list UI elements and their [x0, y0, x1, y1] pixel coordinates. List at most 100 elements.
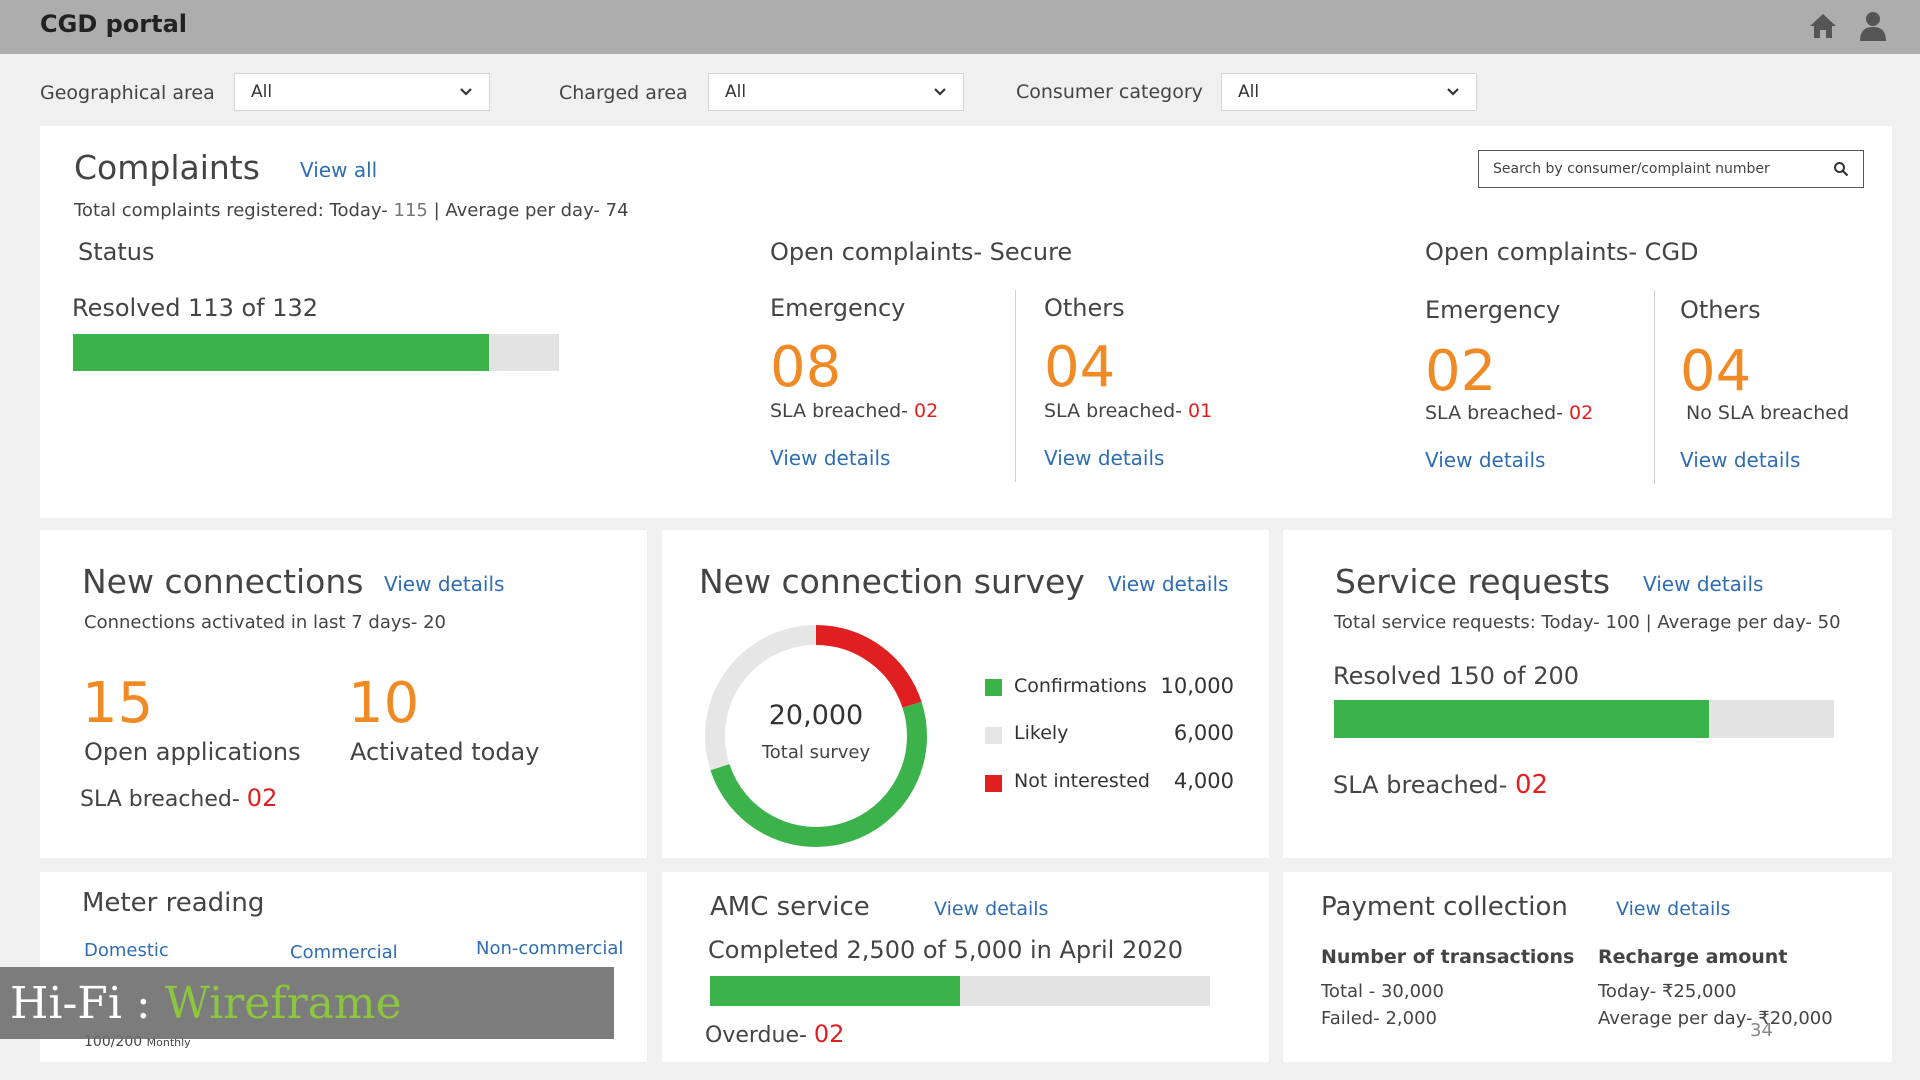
divider [1654, 290, 1655, 484]
secure-others-count: 04 [1044, 335, 1116, 400]
legend-label-likely: Likely [1014, 722, 1069, 744]
home-icon[interactable] [1808, 12, 1838, 40]
cgd-others-view-details-link[interactable]: View details [1680, 448, 1801, 472]
search-icon[interactable] [1833, 161, 1849, 177]
select-value: All [725, 82, 747, 102]
service-requests-sla: SLA breached- 02 [1333, 770, 1549, 800]
transactions-total: Total - 30,000 [1321, 981, 1444, 1002]
service-requests-card [1283, 530, 1892, 858]
wireframe-label: Hi-Fi : Wireframe [10, 978, 402, 1029]
select-value: All [1238, 82, 1260, 102]
survey-total-label: Total survey [761, 742, 871, 763]
cgd-emergency-sla: SLA breached- 02 [1425, 402, 1594, 424]
secure-emergency-label: Emergency [770, 294, 906, 322]
complaints-view-all-link[interactable]: View all [300, 158, 378, 182]
survey-total-value: 20,000 [768, 700, 864, 731]
recharge-today: Today- ₹25,000 [1598, 981, 1737, 1002]
complaints-summary: Total complaints registered: Today- 115 … [74, 200, 629, 221]
cgd-emergency-label: Emergency [1425, 296, 1561, 324]
amc-completed-text: Completed 2,500 of 5,000 in April 2020 [708, 936, 1184, 964]
new-connections-view-details-link[interactable]: View details [384, 572, 505, 596]
survey-view-details-link[interactable]: View details [1108, 572, 1229, 596]
secure-emergency-sla: SLA breached- 02 [770, 400, 939, 422]
complaints-card [40, 126, 1892, 518]
meter-tab-non-commercial[interactable]: Non-commercial [476, 938, 624, 959]
legend-swatch-likely [985, 727, 1002, 744]
amc-progress-fill [710, 976, 960, 1006]
secure-emergency-count: 08 [770, 335, 842, 400]
payment-view-details-link[interactable]: View details [1616, 898, 1731, 920]
legend-value-not-interested: 4,000 [1173, 769, 1234, 793]
amc-overdue: Overdue- 02 [705, 1020, 845, 1048]
filter-label-charged-area: Charged area [559, 82, 688, 104]
service-requests-title: Service requests [1335, 562, 1611, 601]
meter-tab-commercial[interactable]: Commercial [290, 942, 398, 963]
secure-others-label: Others [1044, 294, 1125, 322]
cgd-emergency-view-details-link[interactable]: View details [1425, 448, 1546, 472]
slide-page-number: 34 [1750, 1020, 1773, 1041]
legend-swatch-confirmations [985, 679, 1002, 696]
secure-others-view-details-link[interactable]: View details [1044, 446, 1165, 470]
amc-progress-bar [710, 976, 1210, 1006]
legend-swatch-not-interested [985, 775, 1002, 792]
survey-card [662, 530, 1269, 858]
transactions-heading: Number of transactions [1321, 946, 1575, 968]
user-icon[interactable] [1858, 10, 1888, 42]
legend-value-confirmations: 10,000 [1160, 674, 1234, 698]
meter-tab-domestic[interactable]: Domestic [84, 940, 169, 961]
status-title: Status [78, 238, 155, 266]
complaints-today-count: 115 [393, 200, 428, 221]
cgd-others-sla: No SLA breached [1686, 402, 1850, 424]
chevron-down-icon [934, 88, 946, 96]
app-title: CGD portal [40, 10, 187, 38]
geographical-area-select[interactable]: All [234, 73, 490, 111]
secure-emergency-view-details-link[interactable]: View details [770, 446, 891, 470]
service-requests-view-details-link[interactable]: View details [1643, 572, 1764, 596]
activated-today-count: 10 [348, 671, 420, 736]
payment-card [1283, 872, 1892, 1062]
new-connections-sla: SLA breached- 02 [80, 784, 278, 812]
legend-label-not-interested: Not interested [1014, 770, 1150, 792]
cgd-others-label: Others [1680, 296, 1761, 324]
transactions-failed: Failed- 2,000 [1321, 1008, 1437, 1029]
chevron-down-icon [1447, 88, 1459, 96]
donut-slice-confirmations [710, 701, 927, 847]
cgd-title: Open complaints- CGD [1425, 238, 1699, 266]
search-placeholder: Search by consumer/complaint number [1493, 161, 1770, 177]
donut-slice-likely [705, 625, 817, 771]
service-requests-summary: Total service requests: Today- 100 | Ave… [1334, 612, 1841, 633]
consumer-category-select[interactable]: All [1221, 73, 1477, 111]
survey-donut-chart [705, 625, 927, 847]
status-progress-fill [73, 334, 490, 371]
new-connections-card [40, 530, 647, 858]
amc-title: AMC service [710, 892, 870, 922]
wireframe-label-box [0, 967, 614, 1039]
activated-today-label: Activated today [350, 738, 540, 766]
complaints-title: Complaints [74, 148, 260, 187]
service-requests-resolved-text: Resolved 150 of 200 [1333, 662, 1580, 690]
top-bar [0, 0, 1920, 54]
new-connections-title: New connections [82, 562, 364, 601]
filter-label-geographical-area: Geographical area [40, 82, 215, 104]
chevron-down-icon [460, 88, 472, 96]
secure-title: Open complaints- Secure [770, 238, 1073, 266]
secure-others-sla: SLA breached- 01 [1044, 400, 1213, 422]
cgd-others-count: 04 [1680, 339, 1752, 404]
recharge-average: Average per day- ₹20,000 [1598, 1008, 1833, 1029]
amc-view-details-link[interactable]: View details [934, 898, 1049, 920]
amc-card [662, 872, 1269, 1062]
open-applications-label: Open applications [84, 738, 301, 766]
donut-slice-not-interested [815, 625, 922, 709]
legend-label-confirmations: Confirmations [1014, 675, 1147, 697]
survey-title: New connection survey [699, 562, 1085, 601]
complaint-search-input[interactable]: Search by consumer/complaint number [1478, 150, 1864, 188]
recharge-heading: Recharge amount [1598, 946, 1788, 968]
meter-reading-title: Meter reading [82, 888, 265, 918]
filter-label-consumer-category: Consumer category [1016, 81, 1203, 103]
service-requests-progress-bar [1334, 700, 1834, 738]
divider [1015, 290, 1016, 482]
service-requests-progress-fill [1334, 700, 1709, 738]
select-value: All [251, 82, 273, 102]
charged-area-select[interactable]: All [708, 73, 964, 111]
legend-value-likely: 6,000 [1173, 721, 1234, 745]
